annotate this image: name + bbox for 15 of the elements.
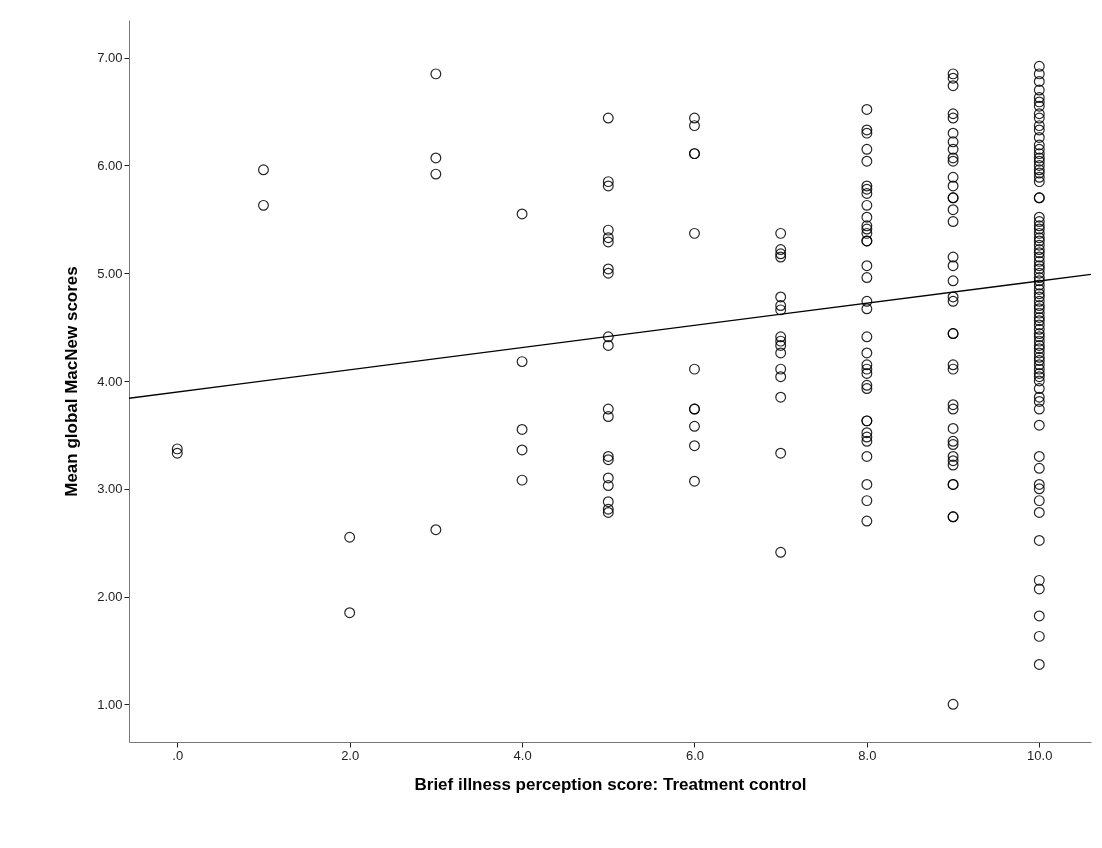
x-tick-label: 10.0 [1027,747,1053,763]
y-tick-label: 7.00 [97,50,123,66]
y-tick-label: 2.00 [97,589,123,605]
x-tick-label: 4.0 [513,747,532,763]
x-tick-label: 2.0 [341,747,360,763]
y-tick-label: 1.00 [97,696,123,712]
x-tick-label: 8.0 [858,747,877,763]
x-tick-label: 6.0 [685,747,705,763]
x-tick-label: .0 [172,747,184,763]
x-axis-title: Brief illness perception score: Treatment control [414,774,807,794]
y-tick-label: 5.00 [97,265,123,281]
y-axis-title: Mean global MacNew scores [62,266,82,497]
y-tick-label: 6.00 [97,157,123,173]
y-tick-label: 3.00 [97,481,123,497]
y-tick-label: 4.00 [97,373,123,389]
